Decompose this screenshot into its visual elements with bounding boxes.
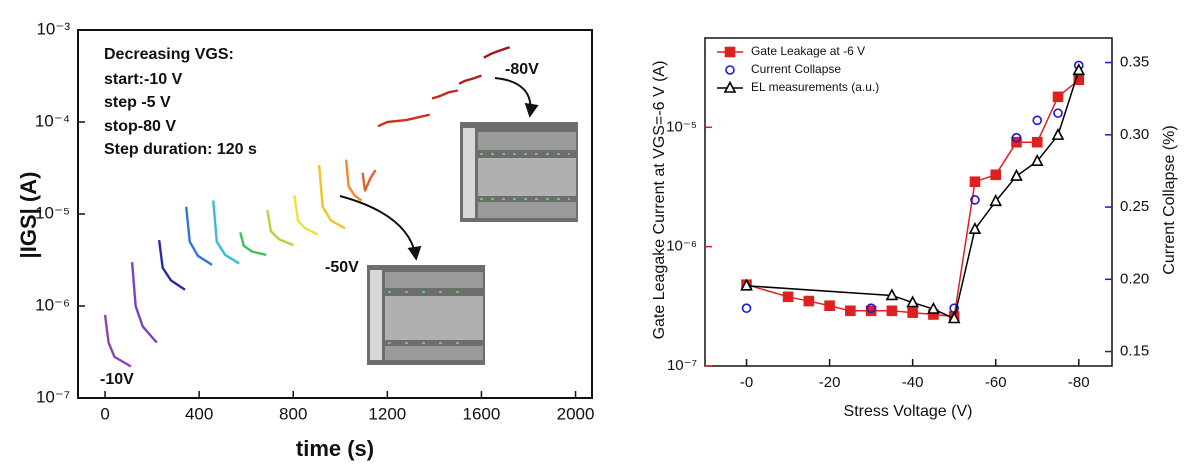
- annotation: Step duration: 120 s: [104, 141, 257, 158]
- marker: [1073, 74, 1085, 86]
- x-tick-label: -60: [985, 374, 1007, 391]
- series-line: [746, 70, 1080, 320]
- annotation: step -5 V: [104, 94, 171, 111]
- marker: [1031, 136, 1043, 148]
- series-line: [458, 74, 482, 85]
- y2-tick-label: 0.20: [1120, 270, 1149, 287]
- marker: [803, 295, 815, 307]
- series-line: [103, 314, 132, 368]
- series-line: [185, 206, 213, 266]
- y-tick-label: 10⁻⁶: [35, 295, 70, 314]
- x-tick-label: -20: [819, 374, 841, 391]
- y-tick-label: 10⁻⁴: [35, 111, 70, 130]
- micrograph-bottom: [367, 265, 485, 365]
- marker: [970, 195, 980, 205]
- arrow: [494, 77, 539, 118]
- series-line: [266, 209, 294, 247]
- marker: [740, 278, 753, 291]
- series-line: [130, 262, 158, 344]
- plot-frame: [704, 37, 1113, 367]
- y-tick-label: 10⁻⁵: [35, 203, 70, 222]
- marker: [907, 307, 918, 318]
- marker: [782, 291, 794, 303]
- series-line: [746, 79, 1080, 318]
- micrograph-top: [460, 122, 578, 222]
- annotation: Decreasing VGS:: [104, 46, 234, 63]
- marker: [989, 194, 1003, 207]
- y2-tick-label: 0.30: [1120, 126, 1149, 143]
- marker: [1030, 153, 1044, 166]
- legend-label: Current Collapse: [751, 62, 841, 76]
- series-line: [483, 46, 511, 59]
- annotation: -10V: [100, 371, 134, 388]
- y-tick-label: 10⁻⁷: [667, 357, 697, 374]
- y-axis-label: Gate Leagake Current at VGS=-6 V (A): [651, 61, 668, 340]
- y-tick-label: 10⁻⁵: [666, 118, 697, 135]
- y-axis-label: |IGS| (A): [16, 172, 41, 259]
- marker: [866, 303, 876, 314]
- y-tick-label: 10⁻⁶: [666, 238, 697, 255]
- x-tick-label: -0: [740, 374, 753, 391]
- marker: [906, 295, 919, 308]
- legend-label: Gate Leakage at -6 V: [751, 44, 865, 58]
- series-line: [431, 89, 459, 100]
- annotation: -50V: [325, 259, 359, 276]
- legend-label: EL measurements (a.u.): [751, 80, 879, 94]
- y2-axis-label: Current Collapse (%): [1161, 125, 1178, 274]
- marker: [886, 305, 898, 317]
- marker: [824, 300, 835, 312]
- marker: [1051, 127, 1065, 140]
- x-tick-label: 1600: [463, 404, 501, 423]
- marker: [1052, 91, 1064, 103]
- series-line: [317, 165, 346, 230]
- x-axis-label: Stress Voltage (V): [844, 403, 973, 420]
- series-line: [377, 113, 430, 128]
- marker: [865, 305, 877, 317]
- series-line: [293, 195, 319, 236]
- marker: [1072, 63, 1086, 76]
- marker: [927, 301, 940, 314]
- x-tick-label: 1200: [368, 404, 406, 423]
- y2-tick-label: 0.25: [1120, 198, 1149, 215]
- annotation: -80V: [505, 61, 539, 78]
- y-tick-label: 10⁻⁷: [36, 387, 70, 406]
- x-tick-label: 800: [279, 404, 307, 423]
- series-line: [344, 159, 363, 202]
- marker: [990, 169, 1002, 181]
- marker: [845, 305, 856, 317]
- x-axis-label: time (s): [296, 436, 374, 461]
- x-tick-label: 2000: [557, 404, 595, 423]
- series-line: [239, 232, 267, 256]
- marker: [968, 221, 982, 235]
- series-line: [212, 200, 240, 265]
- y2-tick-label: 0.15: [1120, 343, 1149, 360]
- series-line: [157, 239, 186, 291]
- marker: [1053, 108, 1063, 118]
- annotation: stop-80 V: [104, 118, 176, 135]
- marker: [1010, 168, 1023, 181]
- marker: [741, 303, 752, 314]
- marker: [947, 311, 961, 324]
- legend-marker: [723, 80, 737, 93]
- series-line: [361, 169, 377, 192]
- marker: [1011, 132, 1022, 143]
- x-tick-label: 400: [185, 404, 213, 423]
- marker: [969, 176, 981, 188]
- x-tick-label: 0: [100, 404, 109, 423]
- x-tick-label: -80: [1068, 374, 1090, 391]
- legend-marker: [724, 46, 736, 58]
- arrow: [339, 195, 422, 261]
- x-tick-label: -40: [902, 374, 924, 391]
- marker: [885, 288, 899, 301]
- marker: [1032, 115, 1043, 126]
- legend-marker: [725, 65, 735, 75]
- y2-tick-label: 0.35: [1120, 54, 1149, 71]
- annotation: start:-10 V: [104, 71, 183, 88]
- y-tick-label: 10⁻³: [36, 19, 70, 38]
